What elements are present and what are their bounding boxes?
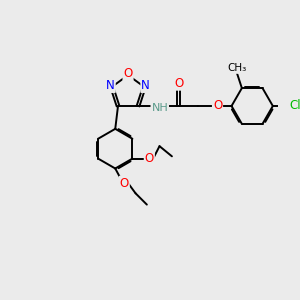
Text: CH₃: CH₃ xyxy=(227,63,247,73)
Text: O: O xyxy=(123,67,133,80)
Text: O: O xyxy=(145,152,154,165)
Text: Cl: Cl xyxy=(289,100,300,112)
Text: O: O xyxy=(120,177,129,190)
Text: N: N xyxy=(141,79,150,92)
Text: O: O xyxy=(174,77,183,90)
Text: N: N xyxy=(106,79,115,92)
Text: O: O xyxy=(213,100,222,112)
Text: NH: NH xyxy=(152,103,168,113)
